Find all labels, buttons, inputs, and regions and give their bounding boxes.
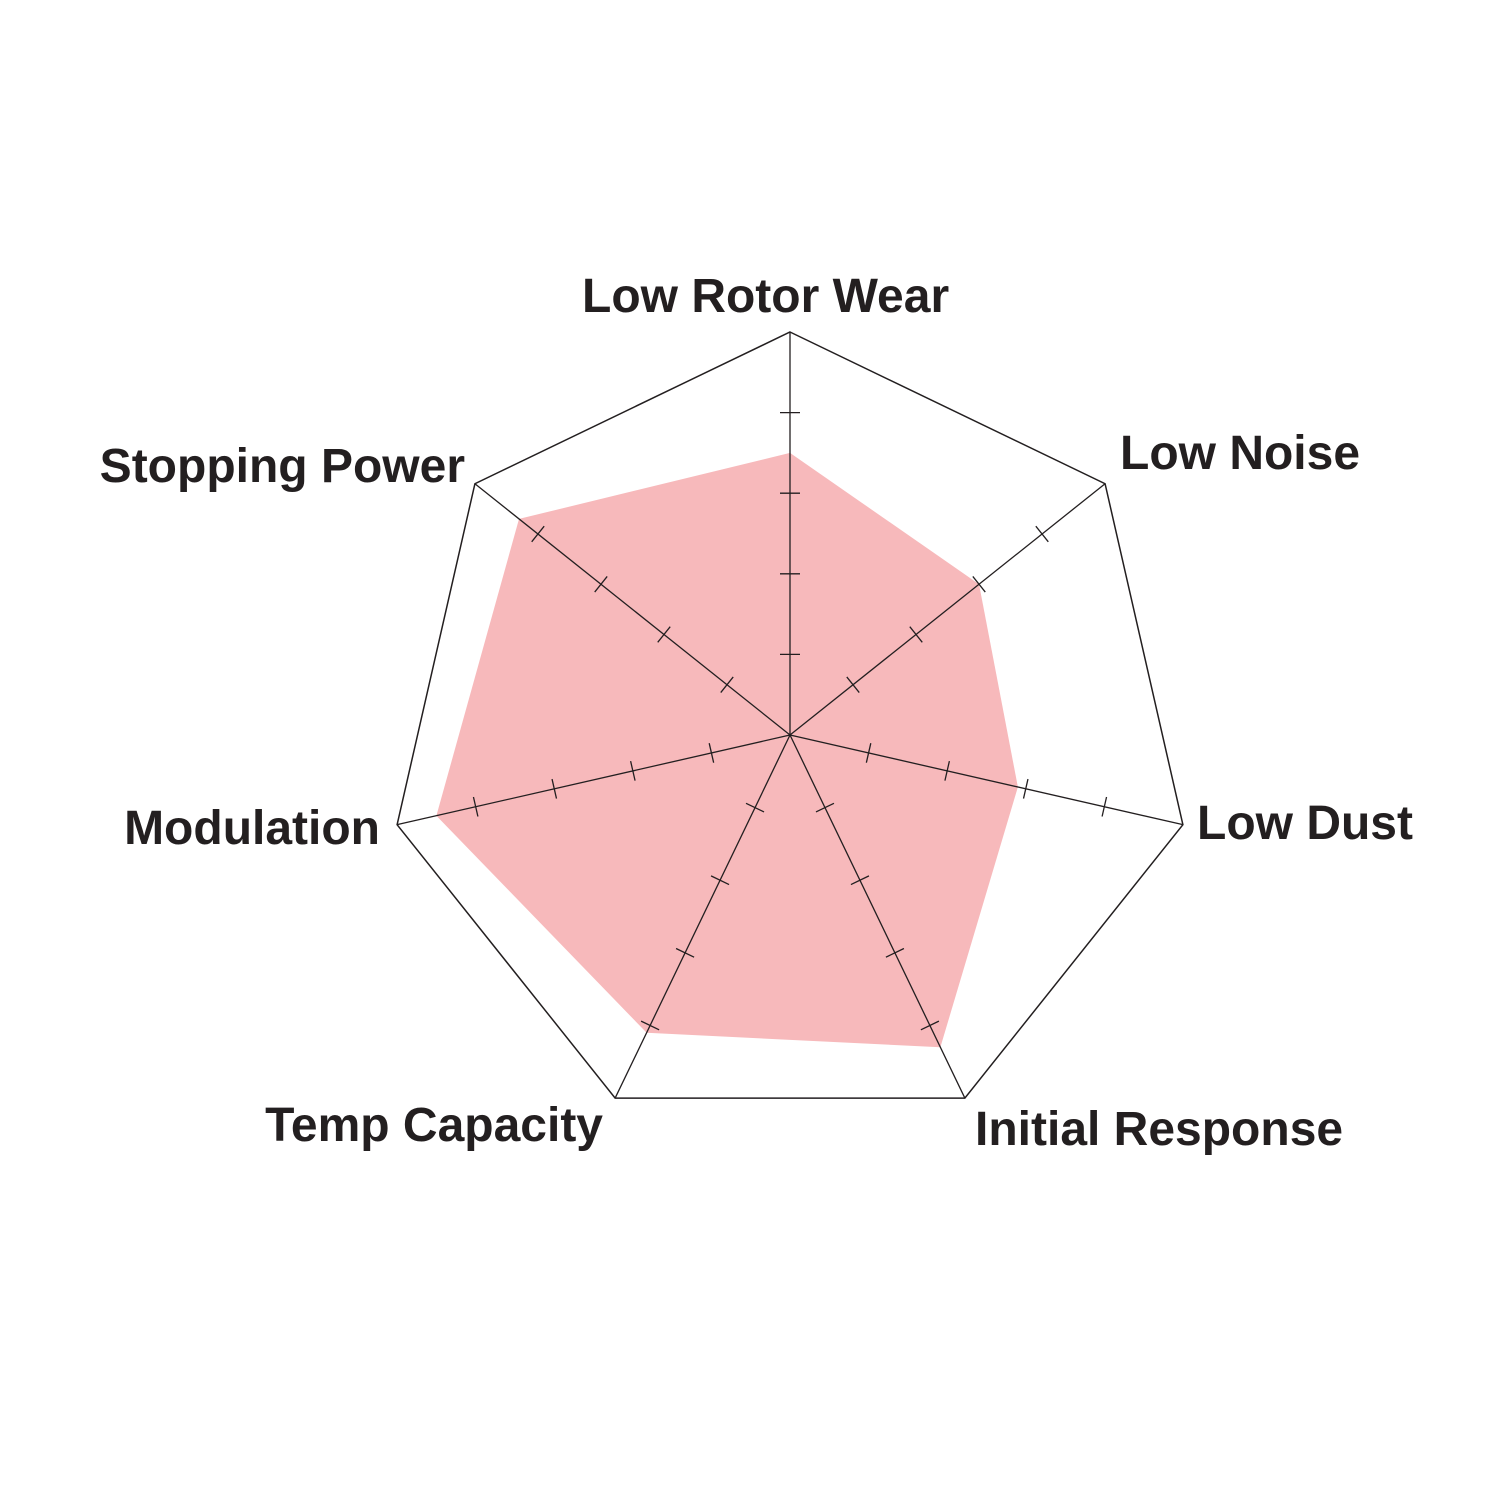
axis-tick — [551, 778, 558, 799]
axis-tick — [1035, 525, 1049, 543]
axis-tick — [640, 1020, 660, 1031]
axis-tick — [815, 802, 835, 813]
axis-tick — [865, 743, 872, 763]
axis-tick — [657, 626, 671, 643]
axis-tick — [745, 802, 765, 813]
axis-tick — [1101, 796, 1108, 817]
axis-line — [474, 483, 791, 736]
axis-tick — [720, 676, 734, 693]
axis-label-stopping-power: Stopping Power — [99, 440, 465, 493]
outer-frame — [396, 331, 1184, 1099]
axis-label-low-dust: Low Dust — [1197, 797, 1413, 850]
axis-tick — [944, 760, 951, 781]
axis-line — [789, 734, 966, 1099]
axis-line — [614, 734, 791, 1099]
axis-tick — [909, 626, 923, 643]
axis-label-initial-response: Initial Response — [975, 1103, 1344, 1156]
axis-tick — [708, 743, 715, 763]
axis-tick — [675, 947, 695, 958]
axis-tick — [710, 875, 730, 886]
axis-tick — [472, 796, 479, 817]
axis-tick — [850, 875, 870, 886]
axis-label-modulation: Modulation — [124, 802, 380, 855]
axis-line — [396, 734, 791, 826]
axis-tick — [531, 525, 545, 543]
data-area — [436, 452, 1018, 1048]
axis-tick — [846, 676, 860, 693]
axis-label-temp-capacity: Temp Capacity — [265, 1099, 603, 1152]
axis-tick — [1022, 778, 1029, 799]
axis-tick — [885, 947, 905, 958]
axis-line — [789, 734, 1184, 826]
axis-tick — [594, 576, 608, 593]
axis-tick — [629, 760, 636, 781]
axis-line — [789, 483, 1106, 736]
axis-label-low-noise: Low Noise — [1120, 427, 1361, 480]
axis-tick — [972, 576, 986, 593]
axis-label-low-rotor-wear: Low Rotor Wear — [582, 270, 950, 323]
axis-tick — [920, 1020, 940, 1031]
